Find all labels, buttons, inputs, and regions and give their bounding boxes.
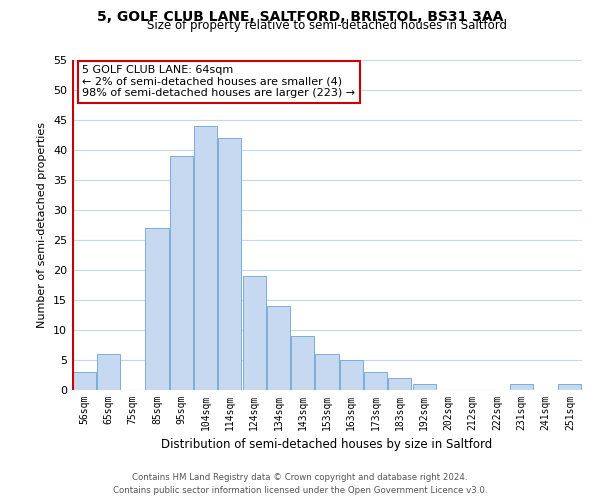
Text: 5 GOLF CLUB LANE: 64sqm
← 2% of semi-detached houses are smaller (4)
98% of semi: 5 GOLF CLUB LANE: 64sqm ← 2% of semi-det…	[82, 65, 355, 98]
Bar	[364, 372, 387, 390]
Bar	[73, 372, 95, 390]
Bar	[413, 384, 436, 390]
Bar	[340, 360, 363, 390]
Bar	[510, 384, 533, 390]
Bar	[316, 354, 338, 390]
Text: 5, GOLF CLUB LANE, SALTFORD, BRISTOL, BS31 3AA: 5, GOLF CLUB LANE, SALTFORD, BRISTOL, BS…	[97, 10, 503, 24]
Bar	[242, 276, 266, 390]
Bar	[97, 354, 120, 390]
Text: Contains HM Land Registry data © Crown copyright and database right 2024.
Contai: Contains HM Land Registry data © Crown c…	[113, 473, 487, 495]
Bar	[267, 306, 290, 390]
Title: Size of property relative to semi-detached houses in Saltford: Size of property relative to semi-detach…	[147, 20, 507, 32]
Bar	[170, 156, 193, 390]
X-axis label: Distribution of semi-detached houses by size in Saltford: Distribution of semi-detached houses by …	[161, 438, 493, 452]
Bar	[559, 384, 581, 390]
Bar	[291, 336, 314, 390]
Y-axis label: Number of semi-detached properties: Number of semi-detached properties	[37, 122, 47, 328]
Bar	[388, 378, 412, 390]
Bar	[145, 228, 169, 390]
Bar	[194, 126, 217, 390]
Bar	[218, 138, 241, 390]
